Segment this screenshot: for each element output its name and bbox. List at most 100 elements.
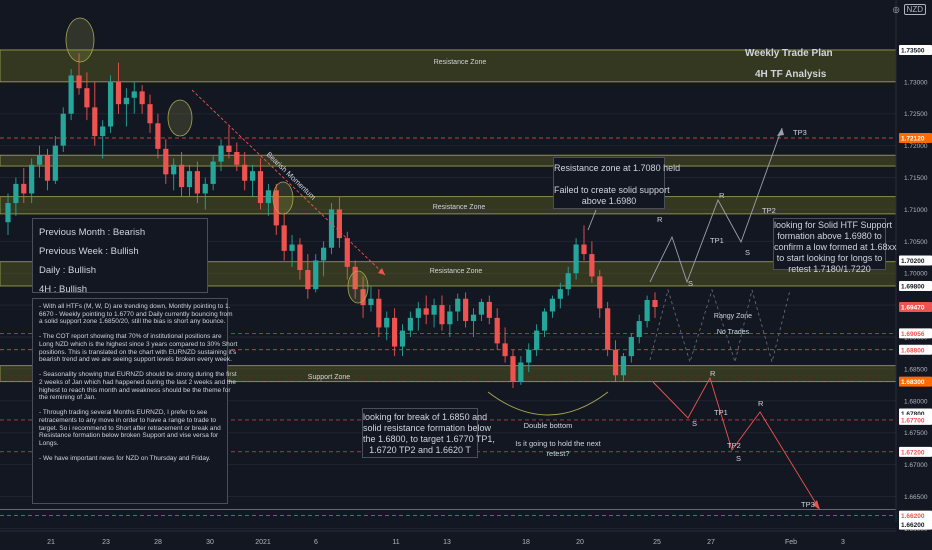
note-line: solid resistance formation below	[363, 423, 492, 433]
candle-body	[620, 356, 627, 376]
candle-body	[202, 183, 208, 194]
candle-body	[573, 244, 579, 274]
break-below-note: looking for break of 1.6850 and solid res…	[362, 408, 495, 458]
candle-body	[612, 349, 619, 376]
note-line: to start looking for longs to	[776, 253, 883, 263]
candle-body	[36, 155, 43, 165]
note-line: - Through trading several Months EURNZD,…	[39, 409, 208, 417]
candle-body	[249, 171, 256, 181]
price-tag	[899, 44, 932, 55]
projection-label: R	[657, 215, 663, 224]
candle-body	[76, 75, 82, 89]
candle-body	[439, 305, 445, 325]
no-trades-label: No Trades	[717, 329, 750, 336]
price-tag	[899, 132, 932, 143]
candle-body	[155, 123, 161, 149]
note-line: looking for Solid HTF Support	[774, 220, 893, 230]
projection-label: S	[692, 419, 697, 428]
price-tick: 1.71500	[904, 175, 928, 182]
candle-body	[139, 91, 145, 105]
candle-body	[186, 171, 193, 188]
candle-body	[636, 321, 642, 338]
candle-body	[44, 155, 51, 181]
note-line: Long NZD which is the highest since 3 ye…	[39, 340, 238, 348]
note-line	[39, 402, 221, 410]
projection-label: R	[719, 191, 725, 200]
date-tick: 23	[102, 539, 110, 546]
note-line	[39, 326, 221, 334]
price-tag-label: 1.67700	[901, 417, 925, 424]
candle-body	[455, 298, 461, 312]
candle-body	[21, 183, 27, 194]
candle-body	[328, 209, 335, 248]
weekly-plan-title: Weekly Trade Plan	[745, 48, 833, 59]
candle-body	[60, 113, 66, 146]
note-line	[39, 364, 221, 372]
analysis-title: 4H TF Analysis	[755, 69, 827, 80]
note-line: - We have important news for NZD on Thur…	[39, 454, 211, 462]
price-tag	[899, 255, 932, 266]
note-line: bearish trend and we are seeing support …	[39, 356, 232, 364]
price-tag-label: 1.66200	[901, 513, 925, 520]
date-tick: 2021	[255, 539, 271, 546]
note-line: - With all HTFs (M, W, D) are trending d…	[39, 303, 231, 310]
bearish-arrow-head	[813, 500, 820, 510]
candle-body	[92, 107, 98, 137]
candle-body	[534, 330, 540, 350]
candle-body	[107, 81, 114, 127]
candle-body	[163, 148, 169, 175]
projection-label: TP3	[793, 128, 807, 137]
zone-label: Resistance Zone	[430, 268, 483, 275]
note-line: Failed to create solid support	[554, 185, 670, 195]
note-line: Resistance zone at 1.7080 held	[554, 163, 681, 173]
candle-body	[297, 244, 303, 271]
candle-body	[478, 301, 485, 315]
candle-body	[336, 209, 342, 239]
price-tick: 1.68500	[904, 366, 928, 373]
candle-body	[29, 164, 35, 194]
price-tag-label: 1.70200	[901, 258, 925, 265]
candle-body	[115, 81, 122, 105]
candle-body	[234, 152, 240, 165]
candle-body	[131, 91, 137, 98]
candle-body	[13, 183, 19, 204]
bias-line: Previous Week : Bullish	[39, 246, 139, 257]
price-tag	[899, 446, 932, 457]
candle-body	[226, 145, 232, 153]
price-tag-label: 1.68800	[901, 347, 925, 354]
projection-label: R	[758, 399, 764, 408]
range-path	[649, 288, 791, 364]
note-line: - Seasonality showing that EURNZD should…	[39, 371, 237, 379]
momentum-arrow-head	[378, 268, 385, 275]
candle-body	[171, 164, 177, 175]
note-line: above 1.6980	[581, 196, 637, 206]
price-tag-label: 1.66200	[901, 522, 925, 529]
candle-body	[352, 266, 358, 290]
projection-label: TP3	[801, 500, 815, 509]
price-tag-label: 1.68300	[901, 379, 925, 386]
resistance-held-note: Resistance zone at 1.7080 held Failed to…	[553, 157, 681, 209]
projection-label: TP2	[727, 441, 741, 450]
price-tag-label: 1.69470	[901, 305, 925, 312]
date-tick: 28	[154, 539, 162, 546]
projection-label: TP1	[714, 408, 728, 417]
double-bottom-label: Double bottom	[524, 421, 573, 430]
candle-body	[392, 317, 398, 347]
candle-body	[147, 104, 153, 124]
candle-body	[541, 311, 548, 331]
bias-note: Previous Month : Bearish Previous Week :…	[32, 218, 208, 295]
price-tick: 1.70500	[904, 239, 928, 246]
price-tag	[899, 328, 932, 339]
candle-body	[123, 97, 129, 105]
note-line: the remining of Jan.	[39, 394, 97, 402]
currency-selector[interactable]: ◎ NZD	[893, 4, 926, 15]
candle-body	[557, 289, 563, 299]
candle-body	[549, 298, 556, 312]
date-tick: 11	[392, 539, 399, 546]
projection-label: S	[736, 454, 741, 463]
candle-body	[510, 356, 516, 382]
note-line: confirm a low formed at 1.68xx	[774, 242, 897, 252]
date-tick: Feb	[785, 539, 797, 546]
rangy-zone-label: Rangy Zone	[714, 313, 752, 320]
candle-body	[52, 145, 58, 181]
